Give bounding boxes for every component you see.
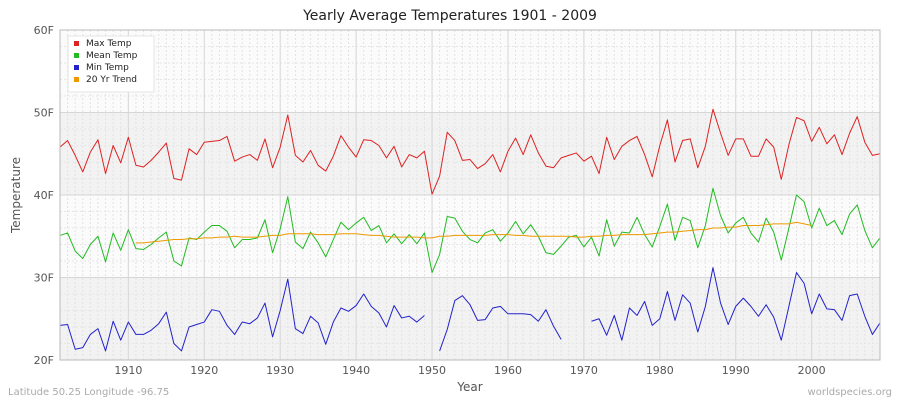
series-line-max-temp: [59, 108, 881, 195]
series-line-min-temp: [59, 267, 881, 352]
legend-label-20-yr-trend: 20 Yr Trend: [86, 75, 137, 85]
legend-label-min-temp: Min Temp: [86, 63, 129, 73]
y-tick-label: 40F: [34, 189, 54, 202]
x-axis-label: Year: [456, 380, 482, 394]
y-axis-ticks: 20F 30F 40F 50F 60F: [34, 24, 54, 367]
legend-box: [67, 35, 155, 93]
x-tick-label: 1950: [418, 364, 446, 377]
x-tick-label: 1940: [342, 364, 370, 377]
series-line-20-yr-trend: [135, 221, 812, 244]
x-tick-label: 2000: [798, 364, 826, 377]
series-lines: [59, 108, 881, 352]
x-tick-label: 1910: [114, 364, 142, 377]
x-tick-label: 1980: [646, 364, 674, 377]
legend-swatch-mean-temp: [74, 53, 79, 58]
y-axis-label: Temperature: [9, 157, 23, 234]
y-tick-label: 50F: [34, 107, 54, 120]
chart-title: Yearly Average Temperatures 1901 - 2009: [302, 8, 597, 24]
x-tick-label: 1970: [570, 364, 598, 377]
y-tick-label: 30F: [34, 272, 54, 285]
y-tick-label: 20F: [34, 354, 54, 367]
legend-swatch-min-temp: [74, 65, 79, 70]
legend-swatch-max-temp: [74, 41, 79, 46]
y-tick-label: 60F: [34, 24, 54, 37]
legend-swatch-20-yr-trend: [74, 77, 79, 82]
x-tick-label: 1990: [722, 364, 750, 377]
legend-label-max-temp: Max Temp: [86, 39, 132, 49]
plot-area-border: [59, 29, 881, 361]
series-line-mean-temp: [59, 187, 881, 274]
legend-label-mean-temp: Mean Temp: [86, 51, 138, 61]
footer-location: Latitude 50.25 Longitude -96.75: [8, 387, 169, 398]
legend: Max Temp Mean Temp Min Temp 20 Yr Trend: [67, 35, 155, 93]
x-tick-label: 1960: [494, 364, 522, 377]
x-tick-label: 1930: [266, 364, 294, 377]
x-tick-label: 1920: [190, 364, 218, 377]
footer-source: worldspecies.org: [808, 387, 892, 398]
x-axis-ticks: 1910 1920 1930 1940 1950 1960 1970 1980 1990 2000: [114, 364, 825, 377]
